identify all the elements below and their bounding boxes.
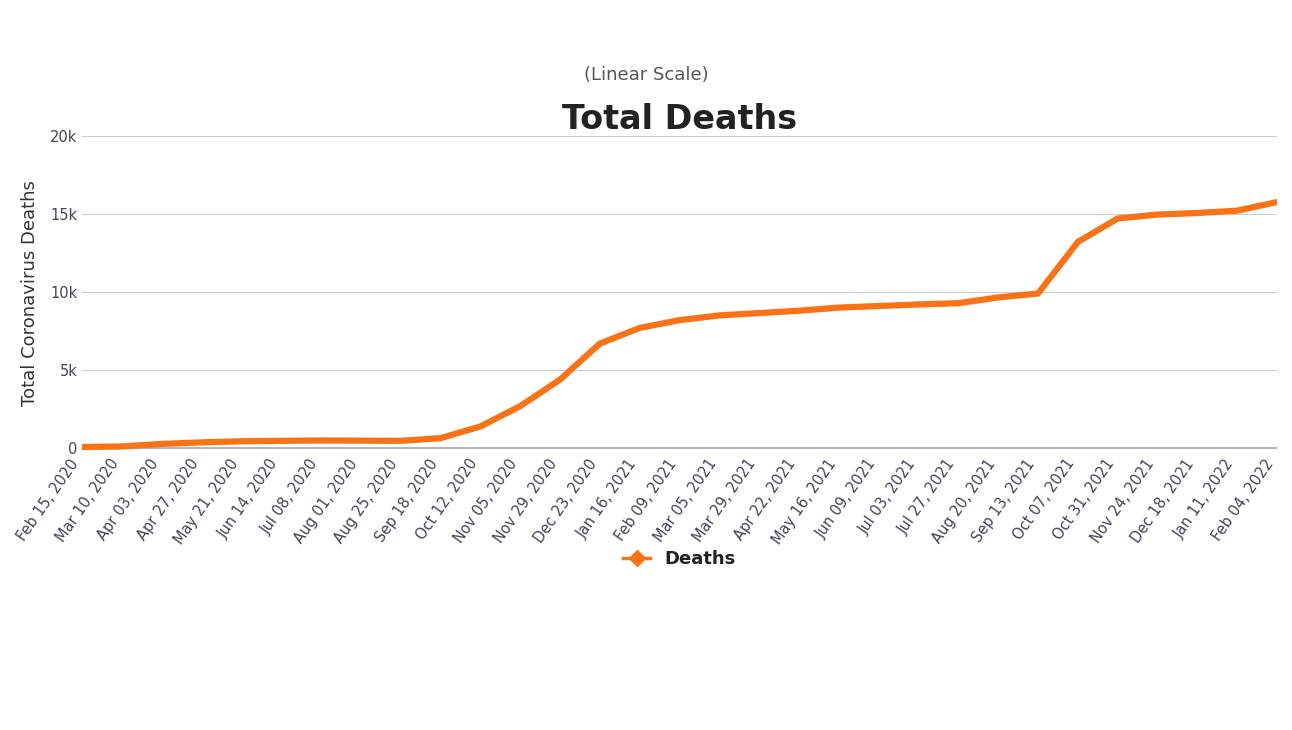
- Text: (Linear Scale): (Linear Scale): [584, 66, 708, 84]
- Y-axis label: Total Coronavirus Deaths: Total Coronavirus Deaths: [21, 180, 39, 407]
- Legend: Deaths: Deaths: [616, 542, 743, 575]
- Title: Total Deaths: Total Deaths: [562, 103, 797, 136]
